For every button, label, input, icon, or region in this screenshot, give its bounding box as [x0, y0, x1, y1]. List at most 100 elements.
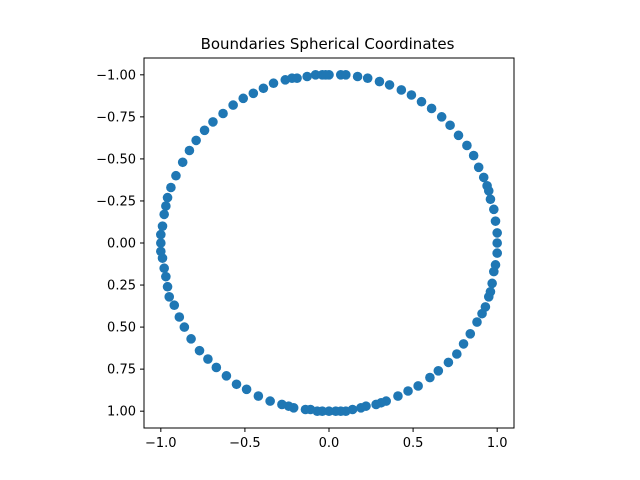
data-point — [468, 150, 479, 161]
data-point — [310, 70, 321, 80]
chart-title: Boundaries Spherical Coordinates — [201, 35, 455, 53]
data-point — [159, 209, 169, 220]
data-point — [156, 246, 166, 257]
points-layer — [156, 70, 502, 416]
data-point — [374, 76, 385, 87]
data-point — [228, 100, 238, 110]
data-point — [472, 317, 482, 327]
data-point — [473, 162, 484, 173]
plot-frame — [143, 57, 515, 429]
data-point — [492, 248, 502, 258]
data-point — [184, 145, 195, 156]
data-point — [179, 322, 190, 332]
data-point — [324, 406, 334, 416]
data-point — [292, 73, 302, 83]
y-tick-label: 0.25 — [107, 279, 136, 294]
data-point — [191, 135, 201, 146]
data-point — [490, 216, 501, 226]
data-point — [162, 192, 173, 203]
data-point — [406, 90, 417, 100]
data-point — [465, 329, 476, 339]
data-point — [330, 406, 341, 416]
data-point — [452, 349, 462, 359]
data-point — [341, 70, 351, 80]
data-point — [425, 372, 435, 383]
data-point — [433, 366, 444, 376]
data-point — [265, 396, 275, 406]
data-point — [352, 71, 363, 82]
data-point — [356, 403, 366, 413]
x-tick-label: 0.5 — [403, 436, 424, 451]
y-tick-label: 1.00 — [107, 405, 136, 420]
data-point — [483, 292, 494, 302]
data-point — [485, 194, 496, 205]
data-point — [489, 204, 499, 215]
data-point — [258, 83, 269, 94]
data-point — [443, 357, 454, 368]
data-point — [453, 130, 464, 141]
data-point — [371, 399, 381, 410]
data-point — [268, 78, 279, 89]
data-point — [416, 96, 427, 107]
data-point — [186, 334, 196, 344]
data-point — [403, 386, 413, 396]
y-axis: −1.00 −0.75 −0.50 −0.25 0.00 0.25 0.50 0.75 1.00 — [96, 68, 144, 420]
data-point — [156, 229, 166, 240]
data-point — [199, 125, 210, 136]
data-point — [218, 108, 228, 119]
data-point — [462, 140, 472, 151]
x-axis: −1.0 −0.5 0.0 0.5 1.0 — [145, 428, 508, 451]
data-point — [162, 281, 173, 292]
data-point — [483, 186, 494, 196]
data-point — [396, 85, 407, 95]
data-point — [221, 371, 232, 381]
data-point — [489, 266, 499, 277]
data-point — [161, 201, 171, 211]
data-point — [208, 117, 218, 127]
data-point — [238, 93, 249, 104]
x-tick-label: 1.0 — [487, 436, 508, 451]
data-point — [157, 221, 168, 231]
data-point — [302, 71, 312, 82]
y-tick-label: −0.50 — [96, 152, 136, 167]
data-point — [161, 271, 171, 282]
data-point — [487, 278, 497, 289]
data-point — [156, 238, 166, 248]
data-point — [320, 70, 331, 80]
data-point — [241, 384, 252, 395]
data-point — [436, 112, 447, 122]
data-point — [253, 391, 264, 401]
y-tick-label: 0.00 — [107, 237, 136, 252]
data-point — [164, 292, 175, 302]
data-point — [203, 354, 213, 364]
data-point — [300, 404, 311, 415]
data-point — [492, 228, 502, 238]
data-point — [277, 399, 287, 410]
data-point — [174, 312, 185, 322]
data-point — [362, 73, 373, 83]
data-point — [177, 157, 188, 168]
data-point — [426, 103, 437, 114]
data-point — [492, 238, 502, 248]
data-point — [169, 300, 180, 311]
data-point — [231, 379, 242, 390]
data-point — [478, 172, 489, 183]
data-point — [413, 381, 423, 391]
y-tick-label: 0.75 — [107, 363, 136, 378]
x-tick-label: −1.0 — [145, 436, 177, 451]
data-point — [211, 362, 222, 373]
data-point — [384, 80, 395, 90]
data-point — [194, 345, 205, 356]
data-point — [248, 88, 259, 99]
y-tick-label: 0.50 — [107, 321, 136, 336]
data-point — [445, 120, 455, 131]
y-tick-label: −0.25 — [96, 194, 136, 209]
x-tick-label: −0.5 — [229, 436, 261, 451]
data-point — [166, 182, 176, 193]
data-point — [159, 263, 169, 274]
data-point — [393, 391, 403, 401]
y-tick-label: −0.75 — [96, 110, 136, 125]
x-tick-label: 0.0 — [319, 436, 340, 451]
